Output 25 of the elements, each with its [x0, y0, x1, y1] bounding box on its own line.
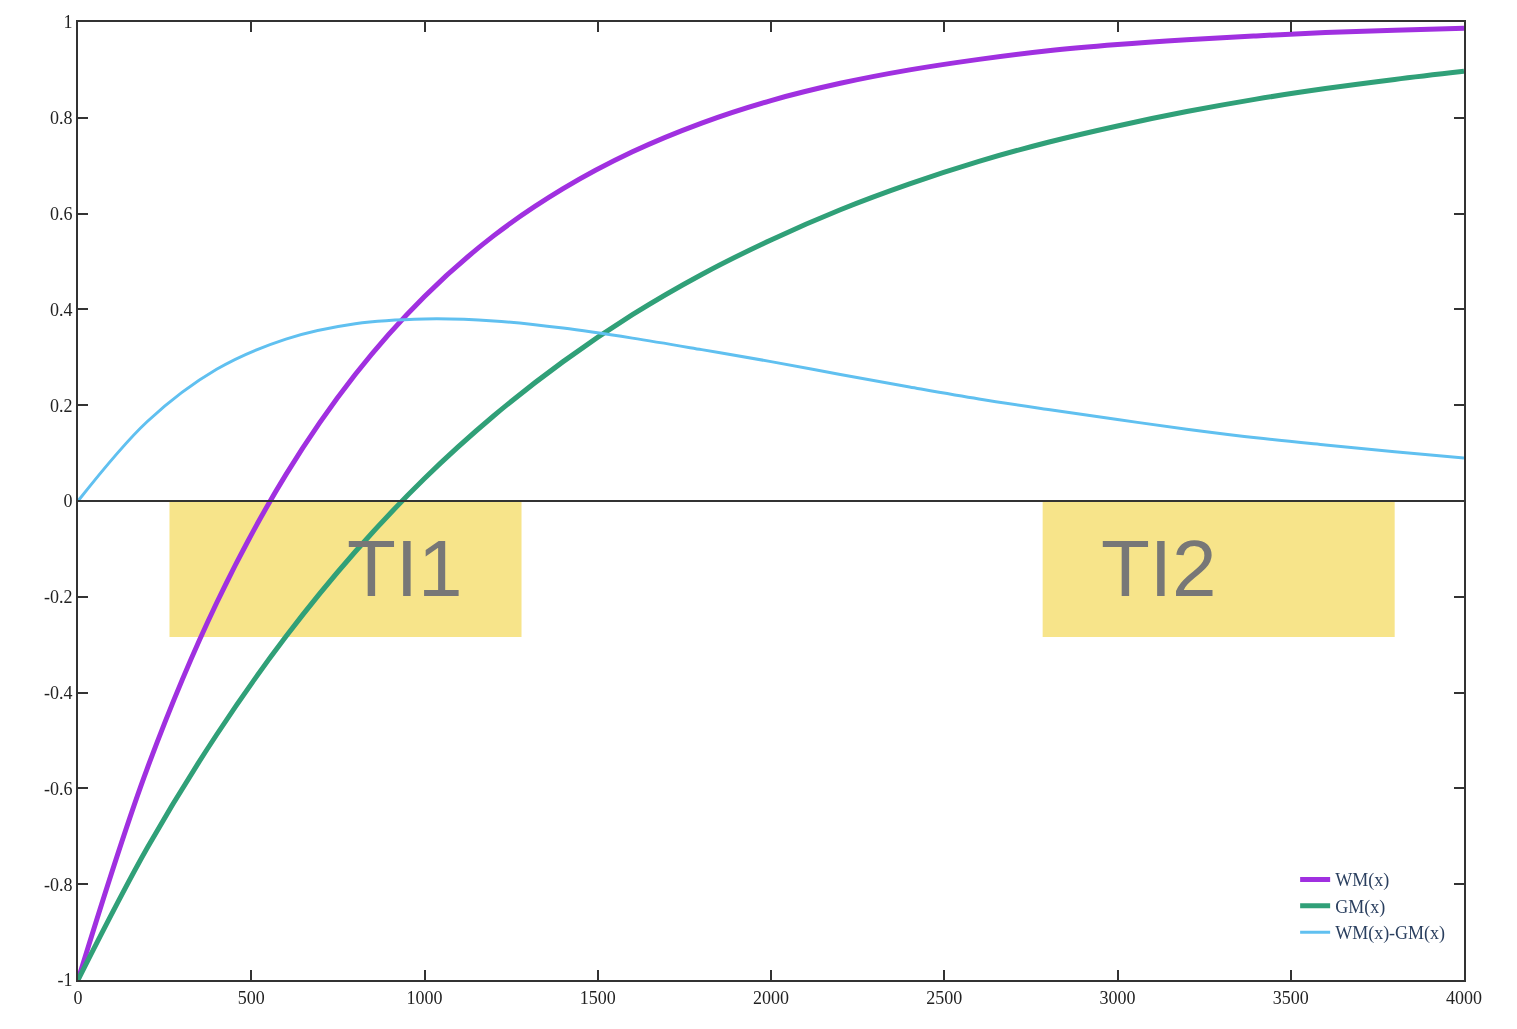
x-tick-label: 500: [237, 987, 265, 1008]
legend-label: GM(x): [1335, 896, 1386, 918]
legend-label: WM(x)-GM(x): [1335, 923, 1446, 945]
line-series: [78, 317, 1464, 503]
y-tick-label: 0.6: [49, 203, 73, 224]
y-tick-label: 0.8: [49, 108, 73, 129]
y-tick-label: -1: [57, 970, 73, 991]
y-tick-label: -0.8: [43, 874, 73, 895]
x-tick-label: 2500: [926, 987, 963, 1008]
y-tick-label: -0.4: [43, 682, 73, 703]
x-tick-label: 4000: [1446, 987, 1482, 1008]
annotation: TI1: [347, 524, 463, 613]
y-tick-label: -0.2: [43, 587, 73, 608]
y-tick-label: 0: [63, 491, 73, 512]
y-tick-label: 0.2: [49, 395, 73, 416]
annotation: TI2: [1101, 524, 1217, 613]
x-tick-label: 1500: [579, 987, 616, 1008]
x-tick-label: 3000: [1099, 987, 1136, 1008]
y-tick-label: -0.6: [43, 778, 73, 799]
x-tick-label: 2000: [753, 987, 789, 1008]
x-tick-label: 1000: [406, 987, 443, 1008]
legend-label: WM(x): [1335, 870, 1390, 892]
y-tick-label: 0.4: [49, 299, 73, 320]
y-tick-label: 1: [63, 12, 73, 33]
x-tick-label: 3500: [1272, 987, 1309, 1008]
